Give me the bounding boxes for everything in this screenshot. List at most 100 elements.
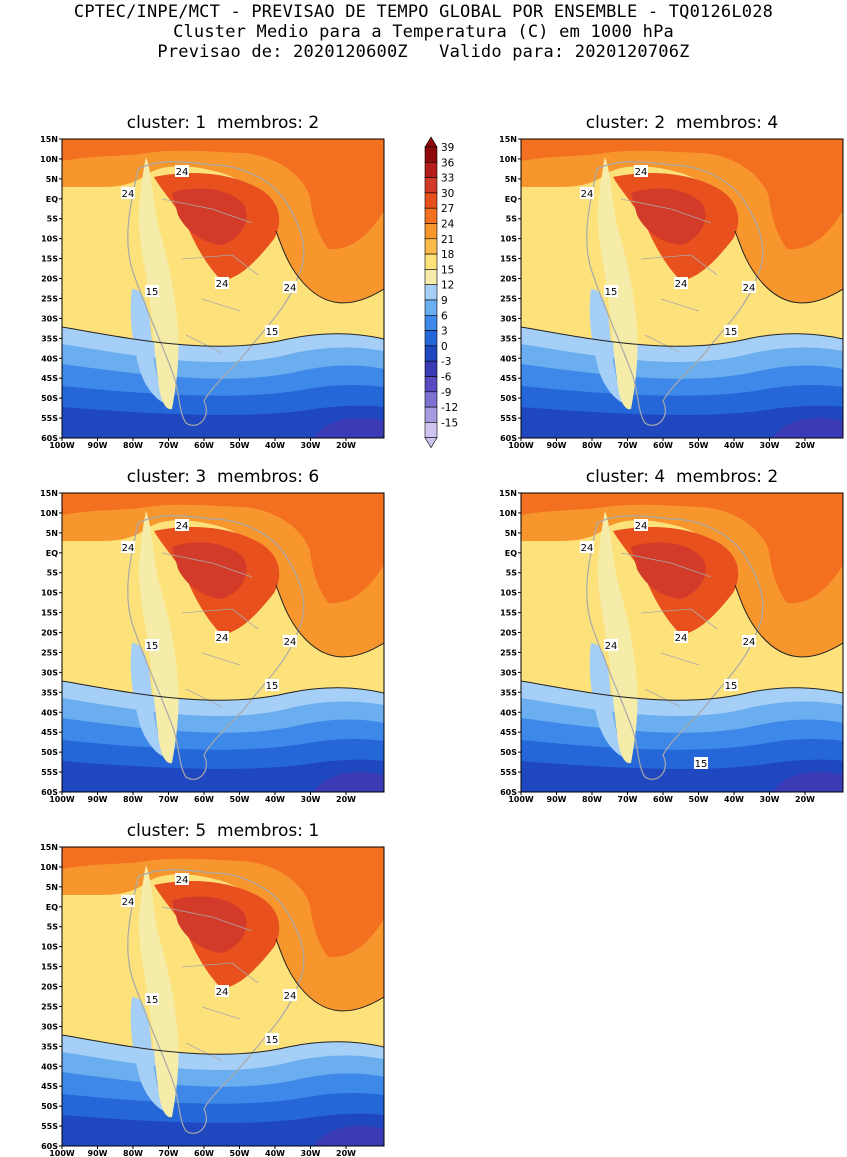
contour-label: 24 xyxy=(634,519,648,532)
temperature-band xyxy=(62,139,384,250)
lat-label: 40S xyxy=(41,1062,58,1071)
colorbar-label: 9 xyxy=(441,295,448,307)
lon-label: 60W xyxy=(194,795,214,804)
temperature-band xyxy=(589,289,629,405)
panel-5-map: 24 24 24 24 15 15 15N 10N 5N EQ 5S 10S 15S 20S 25S 30S 3… xyxy=(40,843,385,1157)
svg-text:24: 24 xyxy=(176,875,189,886)
temperature-band xyxy=(773,771,843,792)
lat-label: EQ xyxy=(505,195,517,204)
colorbar-label: 39 xyxy=(441,142,454,154)
contour-label: 24 xyxy=(175,165,189,178)
panel-2-map: 24 24 24 24 15 15 15N 10N 5N EQ 5S 10S 15S 20S 25S 30S 3… xyxy=(499,135,844,450)
colorbar-label: 36 xyxy=(441,157,455,169)
colorbar-swatch xyxy=(424,136,438,148)
lat-label: EQ xyxy=(46,195,58,204)
colorbar-label: 3 xyxy=(441,326,448,338)
lat-label: 10S xyxy=(500,589,517,598)
lat-label: 20S xyxy=(41,983,58,992)
colorbar-swatch xyxy=(424,161,438,178)
contour-label: 24 xyxy=(215,277,229,290)
temperature-band xyxy=(631,542,706,599)
colorbar-swatch xyxy=(424,284,438,301)
lat-label: 50S xyxy=(41,748,58,757)
svg-text:15: 15 xyxy=(146,641,159,652)
lon-label: 50W xyxy=(230,1149,250,1157)
temperature-band xyxy=(597,511,638,764)
lat-label: 55S xyxy=(41,1122,58,1131)
isoline-24 xyxy=(275,938,384,1012)
lat-label: 35S xyxy=(500,334,517,343)
temperature-band xyxy=(521,759,843,792)
contour-label: 15 xyxy=(694,757,708,770)
temperature-band xyxy=(597,157,638,410)
svg-text:24: 24 xyxy=(635,521,648,532)
map-frame xyxy=(61,492,385,793)
isoline-15 xyxy=(521,326,843,347)
coastline xyxy=(127,161,305,426)
temperature-band xyxy=(62,1113,384,1146)
country-borders xyxy=(161,552,259,708)
temperature-band xyxy=(521,493,843,604)
lat-label: 5N xyxy=(505,529,517,538)
lon-label: 50W xyxy=(689,441,709,450)
lat-label: 55S xyxy=(41,768,58,777)
lat-label: 15S xyxy=(500,609,517,618)
temperature-band xyxy=(130,289,170,405)
isoline-24 xyxy=(275,230,384,304)
colorbar-label: 6 xyxy=(441,310,448,322)
map-frame xyxy=(61,846,385,1147)
lon-label: 20W xyxy=(336,441,356,450)
svg-text:15: 15 xyxy=(725,327,738,338)
map-frame xyxy=(520,492,844,793)
temperature-band xyxy=(138,157,179,410)
isoline-24 xyxy=(734,230,843,304)
coastline xyxy=(586,161,764,426)
colorbar-label: 27 xyxy=(441,203,454,215)
lat-label: 10S xyxy=(500,235,517,244)
lat-label: 5N xyxy=(46,529,58,538)
lon-label: 80W xyxy=(582,441,602,450)
svg-text:24: 24 xyxy=(122,897,135,908)
colorbar-swatch xyxy=(424,207,438,224)
lat-label: 15N xyxy=(40,489,58,498)
lon-label: 70W xyxy=(159,1149,179,1157)
contour-label: 15 xyxy=(145,285,159,298)
temperature-band xyxy=(62,493,384,604)
lat-label: 5N xyxy=(505,175,517,184)
isoline-24 xyxy=(734,584,843,658)
svg-text:15: 15 xyxy=(266,327,279,338)
lat-label: 30S xyxy=(41,314,58,323)
lat-label: 15N xyxy=(499,489,517,498)
lat-label: 30S xyxy=(500,668,517,677)
lon-label: 80W xyxy=(123,1149,143,1157)
lon-label: 60W xyxy=(194,1149,214,1157)
contour-label: 24 xyxy=(283,989,297,1002)
panel-1-map: 24 24 24 24 15 15 15N 10N 5N EQ 5S 10S 15S 20S 25S 30S 3… xyxy=(40,135,385,450)
country-borders xyxy=(620,198,718,354)
lat-label: 10N xyxy=(499,509,517,518)
country-borders xyxy=(161,906,259,1062)
contour-label: 24 xyxy=(121,187,135,200)
lon-label: 30W xyxy=(301,795,321,804)
lon-label: 70W xyxy=(618,441,638,450)
colorbar-label: 18 xyxy=(441,249,454,261)
svg-text:24: 24 xyxy=(675,633,688,644)
lon-label: 90W xyxy=(88,1149,108,1157)
lon-label: 50W xyxy=(230,441,250,450)
colorbar-swatch xyxy=(424,406,438,423)
lat-label: 5S xyxy=(47,215,59,224)
lat-label: 45S xyxy=(500,374,517,383)
lat-label: 5S xyxy=(506,569,518,578)
lat-label: 10S xyxy=(41,589,58,598)
temperature-band xyxy=(172,896,247,953)
svg-text:24: 24 xyxy=(216,987,229,998)
colorbar-label: 21 xyxy=(441,234,454,246)
colorbar-label: 24 xyxy=(441,219,455,231)
lat-label: 50S xyxy=(500,394,517,403)
lat-label: 10N xyxy=(40,509,58,518)
contour-label: 24 xyxy=(283,281,297,294)
lat-label: 60S xyxy=(500,788,517,797)
lat-label: 35S xyxy=(41,1042,58,1051)
